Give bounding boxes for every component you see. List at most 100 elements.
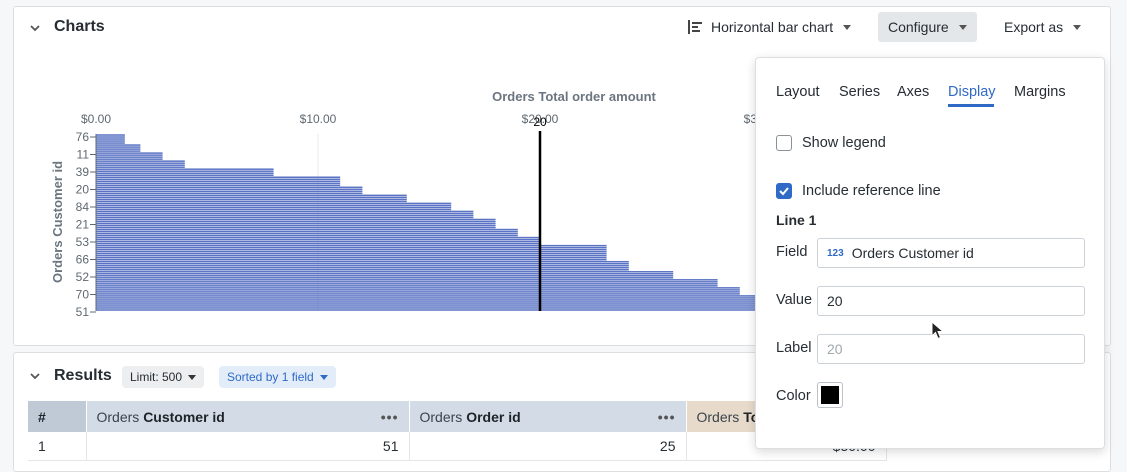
limit-dropdown[interactable]: Limit: 500	[122, 366, 205, 388]
checkbox-unchecked-icon	[776, 135, 792, 151]
column-header-prefix: Orders	[419, 408, 467, 425]
bar	[96, 273, 674, 275]
sorted-label: Sorted by 1 field	[227, 370, 314, 384]
include-reference-line-checkbox[interactable]: Include reference line	[776, 183, 941, 199]
column-header-index[interactable]: #	[28, 401, 87, 432]
caret-down-icon	[319, 374, 328, 380]
column-header-order-id[interactable]: Orders Order id •••	[409, 401, 687, 432]
value-label: Value	[776, 292, 813, 308]
y-tick-label: 76	[76, 130, 90, 144]
bar	[96, 305, 1095, 307]
bar	[96, 170, 274, 172]
x-tick-label: $20.00	[522, 112, 559, 126]
chevron-down-icon[interactable]	[28, 21, 42, 35]
configure-button[interactable]: Configure	[878, 12, 977, 42]
show-legend-checkbox[interactable]: Show legend	[776, 135, 886, 151]
bar	[96, 260, 629, 263]
tab-axes[interactable]: Axes	[897, 84, 930, 100]
bar	[96, 148, 141, 150]
caret-down-icon	[1073, 24, 1082, 30]
bar	[96, 168, 274, 170]
bar	[96, 138, 125, 140]
color-label: Color	[776, 388, 811, 404]
color-picker[interactable]	[817, 382, 843, 408]
column-header-label: Customer id	[143, 408, 225, 425]
bar	[96, 295, 762, 297]
bar	[96, 176, 341, 178]
field-select-value: Orders Customer id	[851, 245, 974, 261]
bar	[96, 162, 185, 164]
table-row[interactable]: 1 51 25 $50.00	[28, 432, 887, 461]
bar	[96, 204, 452, 207]
bar	[96, 178, 341, 181]
chart-type-dropdown[interactable]: Horizontal bar chart	[677, 12, 861, 42]
export-as-button[interactable]: Export as	[994, 12, 1091, 42]
sort-dropdown[interactable]: Sorted by 1 field	[219, 366, 336, 388]
line-heading: Line 1	[776, 212, 817, 228]
bar	[96, 214, 474, 217]
bar	[96, 250, 607, 253]
bar	[96, 180, 341, 183]
bar	[96, 258, 607, 261]
bar	[96, 301, 762, 303]
bar	[96, 277, 674, 279]
bar	[96, 234, 518, 237]
tab-series[interactable]: Series	[839, 84, 881, 100]
bar	[96, 182, 341, 185]
bar	[96, 291, 740, 293]
value-input[interactable]: 20	[817, 286, 1085, 316]
bar	[96, 160, 185, 162]
more-options-icon[interactable]: •••	[657, 408, 676, 425]
bar	[96, 238, 540, 241]
y-tick-label: 53	[76, 235, 90, 249]
bar	[96, 186, 363, 189]
caret-down-icon	[843, 24, 852, 30]
y-tick-label: 11	[77, 148, 90, 162]
bar	[96, 166, 185, 168]
show-legend-label: Show legend	[802, 135, 886, 151]
y-tick-label: 52	[76, 270, 90, 284]
tab-margins[interactable]: Margins	[1014, 84, 1066, 100]
charts-title: Charts	[54, 18, 105, 35]
caret-down-icon	[188, 374, 197, 380]
reference-line-label: 20	[533, 115, 547, 129]
bar	[96, 200, 407, 203]
y-axis-label: Orders Customer id	[50, 161, 65, 283]
cell-order-id: 25	[409, 432, 687, 461]
tab-layout[interactable]: Layout	[776, 84, 820, 100]
bar	[96, 174, 274, 176]
bar	[96, 244, 607, 247]
field-select[interactable]: 123 Orders Customer id	[817, 238, 1085, 268]
label-input[interactable]: 20	[817, 334, 1085, 364]
column-header-label: #	[38, 408, 46, 425]
bar	[96, 144, 141, 146]
bar	[96, 287, 740, 289]
bar	[96, 216, 474, 219]
bar	[96, 156, 163, 158]
bar	[96, 299, 762, 301]
bar	[96, 246, 607, 249]
cell-index: 1	[28, 432, 87, 461]
bar	[96, 230, 518, 233]
more-options-icon[interactable]: •••	[380, 408, 399, 425]
active-tab-indicator	[948, 104, 994, 107]
chevron-down-icon[interactable]	[28, 369, 42, 383]
bar	[96, 242, 540, 245]
bar	[96, 192, 363, 195]
bar	[96, 154, 163, 156]
bar	[96, 232, 518, 235]
bar	[96, 285, 718, 287]
tab-display[interactable]: Display	[948, 84, 996, 100]
bar	[96, 212, 474, 215]
bar	[96, 226, 496, 229]
bar	[96, 218, 496, 221]
chart-title: Orders Total order amount	[492, 89, 656, 104]
bar	[96, 264, 629, 267]
caret-down-icon	[958, 24, 967, 30]
bar	[96, 202, 452, 205]
column-header-customer-id[interactable]: Orders Customer id •••	[86, 401, 410, 432]
x-tick-label: $0.00	[81, 112, 111, 126]
export-label: Export as	[1004, 19, 1064, 35]
bar	[96, 236, 540, 239]
bar	[96, 140, 125, 142]
